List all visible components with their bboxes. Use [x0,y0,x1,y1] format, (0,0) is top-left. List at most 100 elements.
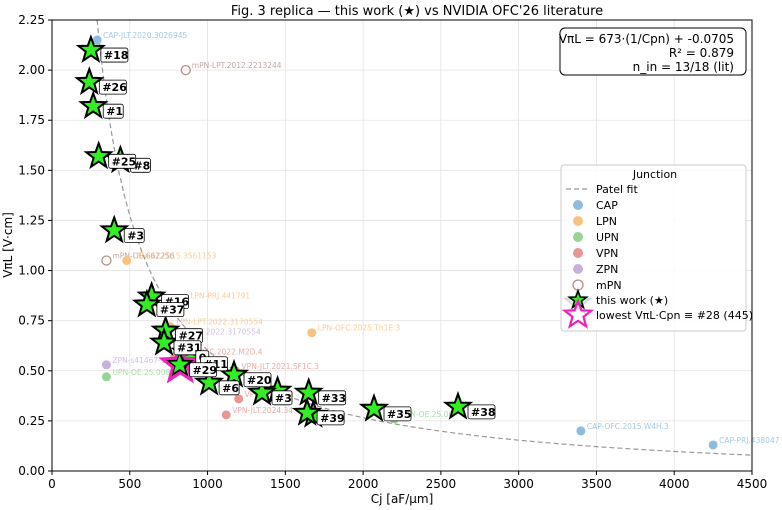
y-tick-label: 2.25 [18,13,45,27]
legend-box [560,164,747,332]
y-tick-label: 1.25 [18,213,45,227]
legend-upn-swatch [573,232,583,242]
y-tick-label: 1.00 [18,264,45,278]
x-tick-label: 1500 [270,477,301,491]
literature-point-label: UPN-OE.25.00 [400,410,453,419]
annotation-r2: R² = 0.879 [669,46,734,60]
y-tick-label: 2.00 [18,63,45,77]
literature-point-label: CAP-OFC.2015.W4H.3 [587,422,669,431]
y-tick-label: 0.25 [18,414,45,428]
legend-entry-mpn: mPN [596,279,622,292]
y-tick-label: 0.75 [18,314,45,328]
legend-entry-vpn: VPN [596,247,618,260]
annotation-n-in: n_in = 13/18 (lit) [633,60,734,74]
y-axis-label: VπL [V·cm] [1,212,15,278]
this-work-label: #27 [179,330,204,343]
annotation-equation: VπL = 673·(1/Cpn) + -0.0705 [559,32,734,46]
legend-cap-swatch [573,200,583,210]
this-work-label: #8 [133,159,150,172]
this-work-label-box [173,340,202,356]
legend-vpn-swatch [573,248,583,258]
this-work-label-box [156,302,185,318]
chart-title: Fig. 3 replica — this work (★) vs NVIDIA… [231,4,603,19]
this-work-star [193,366,225,396]
this-work-label: #35 [387,408,412,421]
x-tick-label: 1000 [192,477,223,491]
literature-point [101,360,111,370]
fit-layer [96,20,753,456]
literature-point-label: VPN-JLT.2023 [245,390,294,399]
this-work-label: #25 [112,155,137,168]
x-tick-label: 4000 [659,477,690,491]
legend-entry-lpn: LPN [596,215,617,228]
this-work-label: #18 [104,49,129,62]
this-work-label-box [271,390,293,406]
y-tick-label: 1.50 [18,163,45,177]
y-tick-label: 0.50 [18,364,45,378]
literature-point [101,372,111,382]
this-work-label: #29 [193,364,218,377]
this-work-star [99,214,130,244]
this-work-label-box [102,103,124,119]
axis-ticks: 0 500 1000 1500 2000 2500 3000 3500 4000 4500 0.00… [18,13,767,491]
literature-point-label: LPN-LPT.2022.3170554 [176,318,263,327]
literature-point [101,255,112,266]
x-tick-label: 3000 [503,477,534,491]
literature-layer: CAP-JLT.2020.3026945 mPN-LPT.2012.2213244… [92,31,780,450]
literature-point [122,256,132,266]
this-work-label-box [467,404,496,420]
this-work-star [164,348,195,378]
this-work-label: #38 [471,406,496,419]
literature-point-label: mPN-LPT.2012.2213244 [192,61,282,70]
this-work-star [291,396,323,426]
this-work-label: #31 [177,342,202,355]
this-work-label-box [98,79,127,95]
literature-point [92,35,102,45]
x-axis-label: Cj [aF/µm] [371,492,434,506]
literature-point-label: UPN-OE.25.008 [112,368,170,377]
this-work-label: #1 [106,105,123,118]
legend-entry-cap: CAP [596,199,618,212]
this-work-label-box [123,228,145,243]
this-work-label: #26 [102,81,127,94]
legend-entry-highlight: lowest VπL·Cpn ≡ #28 (445) [596,309,753,322]
literature-point-label: VPN-JLT.2024.34 [232,406,293,415]
this-work-star [75,34,107,64]
this-work-label: #20 [247,374,272,387]
this-work-label-box [189,362,217,378]
literature-point-label: LPN-OFC.2025.Th1E.3 [318,324,401,333]
literature-point-label: ZPN-s41467-019 [112,356,175,365]
literature-point [576,426,586,436]
literature-point-label: VPN-JLT.2021.SF1C.3 [242,362,320,371]
this-work-star [148,326,180,356]
literature-point [180,64,191,76]
plot-frame [51,19,753,472]
this-work-star [83,140,114,170]
literature-point [708,440,718,450]
this-work-star [246,376,278,406]
x-tick-label: 3500 [581,477,612,491]
highlight-star [158,341,203,384]
this-work-label-box [318,390,347,406]
this-work-label: #3 [275,392,292,405]
y-tick-label: 0.00 [18,464,45,478]
legend-entry-fit: Patel fit [596,183,638,196]
this-work-star [74,66,105,96]
this-work-star [442,390,474,420]
literature-point-label: LPN-JLT.2015.3561153 [133,252,217,261]
literature-point [221,410,231,420]
x-tick-label: 0 [48,477,56,491]
fit-annotation: VπL = 673·(1/Cpn) + -0.0705 R² = 0.879 n… [559,27,747,76]
annotation-box [559,27,747,76]
literature-point [307,328,317,338]
legend-highlight-swatch [561,297,595,329]
this-work-label-box [108,153,137,169]
literature-point-label: CAP-PRJ.438047 [719,436,780,445]
literature-point-label: mPN-OE.662256 [112,252,174,261]
legend-entry-this-work: this work (★) [596,294,668,307]
legend-lpn-swatch [573,216,583,226]
this-work-label-box [243,372,272,388]
literature-point-label: CAP-JLT.2020.3026945 [103,31,187,40]
this-work-label-box [218,380,240,396]
